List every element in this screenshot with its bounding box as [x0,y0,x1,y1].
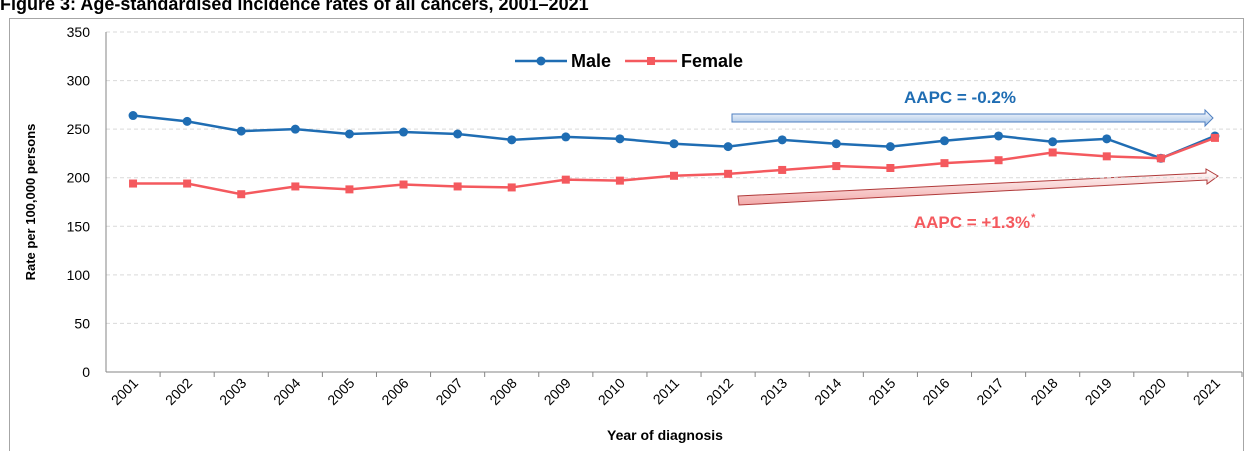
data-point [777,135,787,145]
data-point [940,159,949,168]
data-point [129,179,138,188]
x-tick-label: 2010 [595,375,628,408]
trend-arrow [737,168,1219,206]
data-point [831,139,841,149]
data-point [994,131,1004,141]
x-tick-label: 2019 [1082,375,1115,408]
x-tick-label: 2011 [650,375,683,408]
y-axis-label: Rate per 100,000 persons [23,124,38,281]
data-point [128,111,138,121]
data-point [615,176,624,185]
data-point [182,116,192,126]
chart-title: Figure 3: Age-standardised incidence rat… [0,0,589,14]
trend-arrow [731,108,1214,128]
data-point [561,175,570,184]
annotation: AAPC = -0.2% [904,88,1016,107]
x-tick-label: 2016 [919,375,952,408]
data-point [183,179,192,188]
data-point [507,135,517,145]
chart-border [9,18,1244,451]
data-point [1102,134,1112,144]
data-point [345,185,354,194]
data-point [236,126,246,136]
data-point [1048,148,1057,157]
data-point [994,156,1003,165]
x-tick-label: 2013 [757,375,790,408]
annotation: AAPC = +1.3% [914,213,1030,232]
data-point [778,165,787,174]
y-tick-label: 50 [74,315,90,331]
data-point [1156,154,1165,163]
data-point [670,171,678,180]
y-tick-label: 350 [67,24,91,40]
x-tick-label: 2012 [703,375,736,408]
data-point [886,164,895,172]
x-tick-label: 2006 [378,375,411,408]
x-tick-label: 2014 [811,375,844,408]
data-point [453,182,462,191]
data-point [1048,137,1058,147]
x-tick-label: 2008 [486,375,519,408]
y-tick-label: 150 [67,218,91,234]
data-point [344,129,354,139]
data-point [939,136,949,146]
x-tick-label: 2017 [973,375,1006,408]
x-tick-label: 2004 [270,375,303,408]
x-tick-label: 2018 [1027,375,1060,408]
data-point [399,127,409,137]
legend-label: Male [571,51,611,71]
data-point [561,132,571,142]
data-point [536,56,546,66]
annotation-superscript: * [1031,212,1036,224]
y-tick-label: 0 [82,364,90,380]
legend-label: Female [681,51,743,71]
y-tick-label: 100 [67,267,91,283]
data-point [291,182,300,191]
y-tick-label: 200 [67,170,91,186]
data-point [1210,133,1219,142]
data-point [615,134,625,144]
data-point [885,142,895,152]
data-point [453,129,463,139]
data-point [237,190,246,199]
x-axis-label: Year of diagnosis [607,427,723,443]
data-point [723,142,733,152]
x-tick-label: 2020 [1136,375,1169,408]
x-tick-label: 2001 [108,375,141,408]
data-point [507,183,516,192]
x-tick-label: 2015 [865,375,898,408]
data-point [669,139,679,149]
data-point [724,169,733,178]
y-tick-label: 250 [67,121,91,137]
x-tick-label: 2007 [432,375,465,408]
x-tick-label: 2002 [162,375,195,408]
x-tick-label: 2003 [216,375,249,408]
x-tick-label: 2005 [324,375,357,408]
data-point [290,124,300,134]
data-point [647,57,656,65]
x-tick-label: 2009 [541,375,574,408]
data-point [399,180,408,189]
y-tick-label: 300 [67,73,91,89]
data-point [832,162,841,171]
x-tick-label: 2021 [1190,375,1223,408]
data-point [1102,152,1111,161]
